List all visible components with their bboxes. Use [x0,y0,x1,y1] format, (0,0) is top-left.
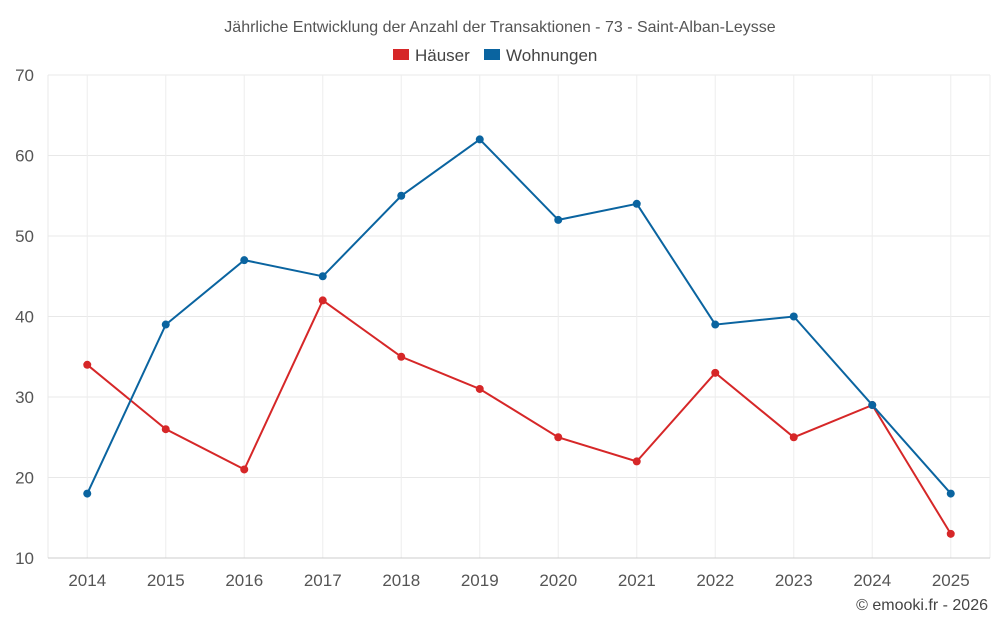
y-tick-label: 30 [15,388,34,407]
y-tick-label: 10 [15,549,34,568]
y-tick-label: 60 [15,147,34,166]
data-point-wohnungen [318,272,327,281]
data-point-wohnungen [789,312,798,321]
data-point-h-user [83,360,92,369]
data-point-wohnungen [397,191,406,200]
x-tick-label: 2021 [618,571,656,590]
credit-text: © emooki.fr - 2026 [856,597,988,614]
legend-label: Wohnungen [506,46,597,65]
y-axis: 10 20 30 40 50 60 70 [15,66,34,568]
series-line-h-user [86,298,952,535]
data-point-h-user [475,384,484,393]
x-tick-label: 2022 [696,571,734,590]
x-tick-label: 2014 [68,571,106,590]
y-tick-label: 20 [15,469,34,488]
x-tick-label: 2017 [304,571,342,590]
data-point-h-user [161,425,170,434]
x-tick-label: 2024 [853,571,891,590]
legend: Häuser Wohnungen [393,46,597,65]
x-tick-label: 2015 [147,571,185,590]
data-point-h-user [397,352,406,361]
data-point-wohnungen [868,401,877,410]
data-point-wohnungen [946,489,955,498]
x-tick-label: 2018 [382,571,420,590]
legend-label: Häuser [415,46,470,65]
legend-swatch [484,49,500,60]
x-tick-label: 2023 [775,571,813,590]
data-point-h-user [789,433,798,442]
x-tick-label: 2020 [539,571,577,590]
data-point-h-user [240,465,249,474]
data-point-wohnungen [240,256,249,265]
x-tick-label: 2016 [225,571,263,590]
x-tick-label: 2025 [932,571,970,590]
y-tick-label: 70 [15,66,34,85]
legend-swatch [393,49,409,60]
chart-title: Jährliche Entwicklung der Anzahl der Tra… [224,19,776,36]
data-point-h-user [632,457,641,466]
data-point-wohnungen [161,320,170,329]
series-line-wohnungen [86,138,952,495]
y-tick-label: 50 [15,227,34,246]
data-point-wohnungen [632,199,641,208]
x-axis: 2014 2015 2016 2017 2018 2019 2020 2021 2022 2023… [48,557,990,590]
data-point-h-user [554,433,563,442]
data-point-h-user [318,296,327,305]
data-point-wohnungen [554,215,563,224]
grid [47,74,991,559]
data-point-wohnungen [711,320,720,329]
data-point-h-user [946,529,955,538]
x-tick-label: 2019 [461,571,499,590]
series-layer [83,135,955,538]
y-tick-label: 40 [15,308,34,327]
data-point-wohnungen [475,135,484,144]
data-point-h-user [711,368,720,377]
data-point-wohnungen [83,489,92,498]
